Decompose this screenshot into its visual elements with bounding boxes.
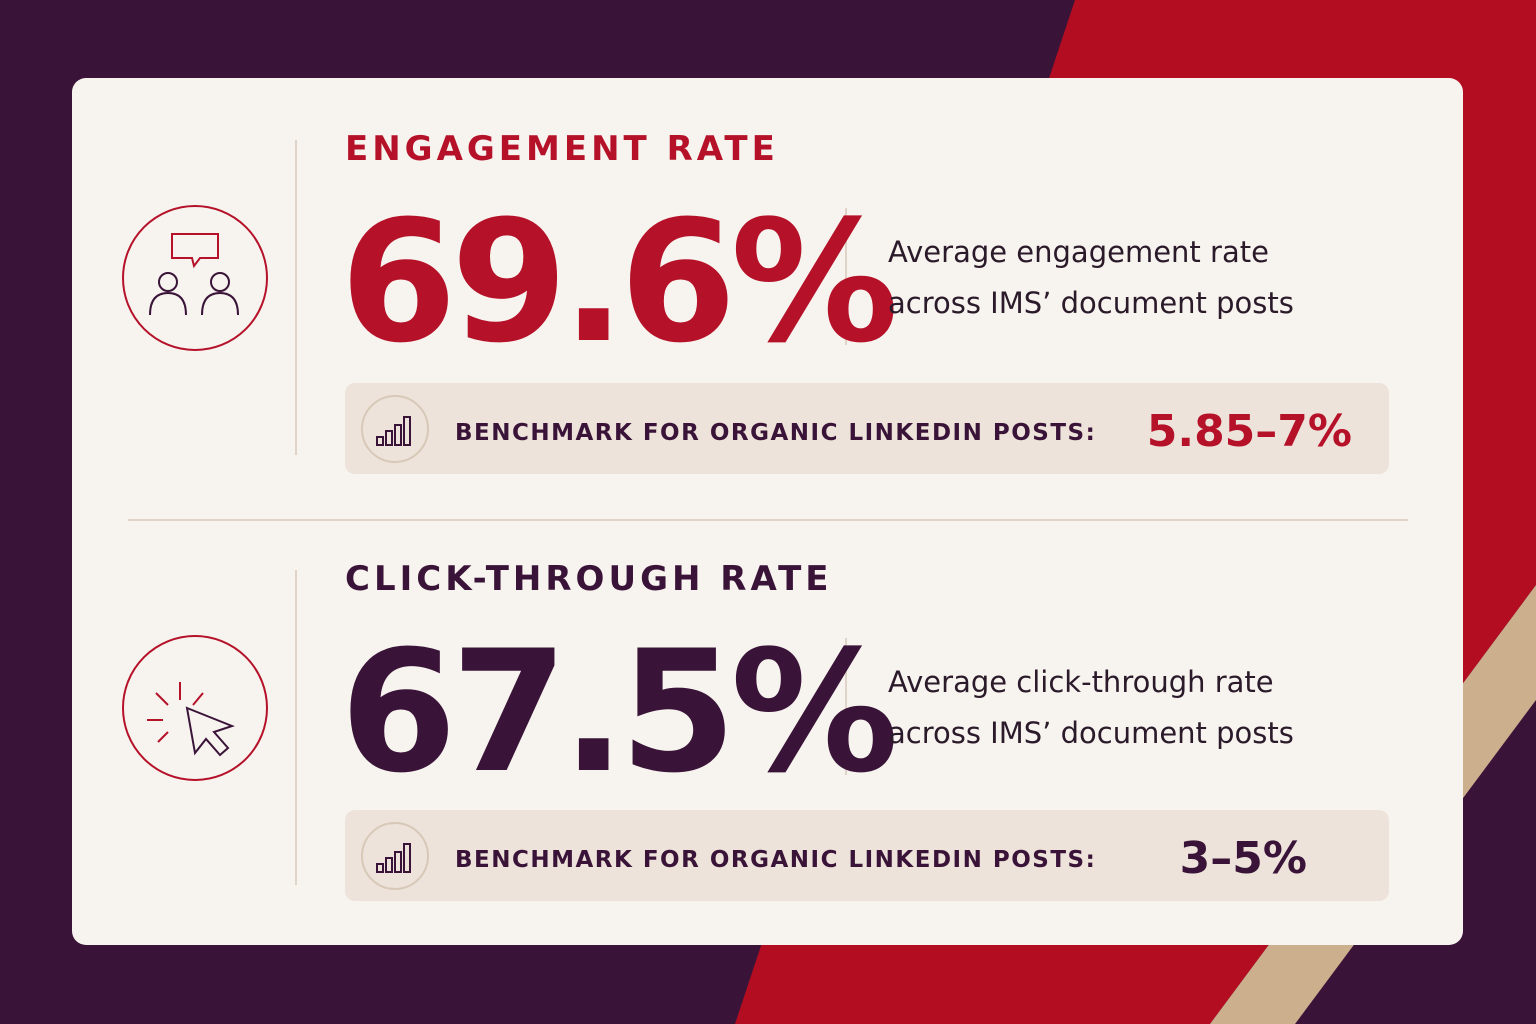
icon-bar bbox=[376, 436, 384, 446]
metric-value: 67.5% bbox=[340, 614, 894, 810]
icon-bar bbox=[385, 430, 393, 446]
metric-icon bbox=[122, 635, 268, 781]
icon-person bbox=[149, 291, 187, 316]
card bbox=[72, 78, 1463, 945]
benchmark-icon bbox=[361, 822, 429, 890]
icon-circle bbox=[361, 395, 429, 463]
section: ENGAGEMENT RATE 69.6%Average engagement r… bbox=[122, 129, 1389, 474]
icon-cursor bbox=[185, 706, 235, 757]
icon-person bbox=[158, 272, 178, 292]
section: CLICK-THROUGH RATE 67.5%Average click-thr… bbox=[122, 559, 1389, 901]
benchmark-box bbox=[345, 810, 1389, 901]
icon-bar bbox=[403, 416, 411, 446]
metric-description: across IMS’ document posts bbox=[888, 716, 1294, 750]
metric-title: CLICK-THROUGH RATE bbox=[345, 559, 833, 599]
icon-bar bbox=[385, 857, 393, 873]
benchmark-box bbox=[345, 383, 1389, 474]
icon-bar bbox=[403, 843, 411, 873]
icon-clicks bbox=[147, 682, 204, 743]
icon-bar bbox=[394, 424, 402, 446]
icon-circle bbox=[361, 822, 429, 890]
benchmark-value: 5.85–7% bbox=[1147, 406, 1352, 457]
metric-title: ENGAGEMENT RATE bbox=[345, 129, 779, 169]
metric-icon bbox=[122, 205, 268, 351]
metric-description: across IMS’ document posts bbox=[888, 286, 1294, 320]
benchmark-label: BENCHMARK FOR ORGANIC LINKEDIN POSTS: bbox=[455, 847, 1096, 873]
icon-bubble bbox=[171, 233, 219, 269]
benchmark-label: BENCHMARK FOR ORGANIC LINKEDIN POSTS: bbox=[455, 420, 1096, 446]
benchmark-icon bbox=[361, 395, 429, 463]
benchmark-value: 3–5% bbox=[1180, 833, 1307, 884]
icon-person bbox=[201, 291, 239, 316]
icon-bar bbox=[376, 863, 384, 873]
metric-description: Average click-through rate bbox=[888, 665, 1274, 699]
icon-circle bbox=[122, 635, 268, 781]
metric-value: 69.6% bbox=[340, 184, 894, 380]
metric-description: Average engagement rate bbox=[888, 235, 1269, 269]
icon-bar bbox=[394, 851, 402, 873]
sections: ENGAGEMENT RATE 69.6%Average engagement r… bbox=[122, 129, 1389, 901]
icon-person bbox=[210, 272, 230, 292]
icon-circle bbox=[122, 205, 268, 351]
